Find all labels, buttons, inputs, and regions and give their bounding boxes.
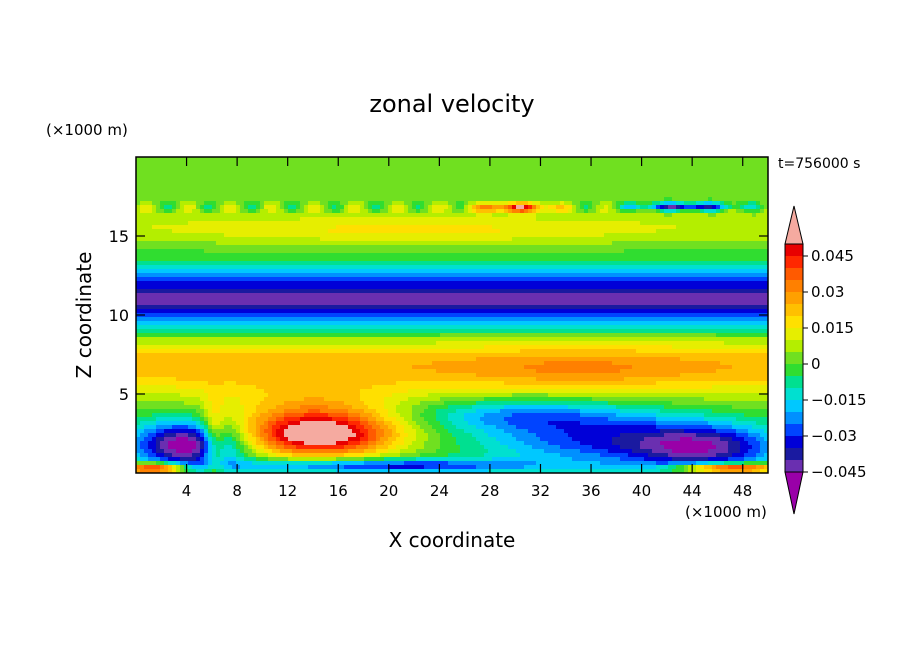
colorbar-box [785,256,803,269]
x-tick-label: 28 [480,482,499,500]
colorbar-box [785,364,803,377]
colorbar-box [785,436,803,449]
x-axis-label: X coordinate [389,528,516,552]
colorbar: 0.045 0.03 0.015 0 −0.015 −0.03 −0.045 [784,205,867,515]
colorbar-frame [784,243,804,473]
colorbar-box [785,400,803,413]
colorbar-over-triangle [784,205,804,245]
contour-field [136,157,768,473]
y-tick-label: 10 [109,306,129,325]
colorbar-box [785,244,803,257]
colorbar-box [785,388,803,401]
y-tick-label: 15 [109,227,129,246]
colorbar-box [785,412,803,425]
time-label: t=756000 s [778,156,860,172]
y-units-label: (×1000 m) [46,121,128,139]
colorbar-under-triangle [784,471,804,515]
colorbar-box [785,316,803,329]
colorbar-box [785,352,803,365]
x-tick-label: 16 [329,482,348,500]
x-tick-label: 36 [581,482,600,500]
colorbar-box [785,448,803,461]
colorbar-box [785,292,803,305]
colorbar-box [785,280,803,293]
colorbar-tick-label: −0.045 [811,463,867,481]
colorbar-tick-label: 0.045 [811,247,854,265]
x-tick-label: 4 [182,482,192,500]
colorbar-box [785,460,803,473]
colorbar-box [785,304,803,317]
chart-title: zonal velocity [369,90,534,118]
x-tick-label: 48 [733,482,752,500]
x-tick-label: 24 [430,482,449,500]
colorbar-box [785,340,803,353]
colorbar-tick-label: −0.03 [811,427,857,445]
y-axis-label: Z coordinate [72,252,96,379]
colorbar-tick-label: 0 [811,355,821,373]
colorbar-box [785,268,803,281]
colorbar-tick-label: 0.015 [811,319,854,337]
x-axis-ticks: 4 8 12 16 20 24 28 32 36 40 44 48 [182,157,752,500]
y-axis-ticks: 5 10 15 [109,227,768,404]
x-tick-label: 12 [278,482,297,500]
x-units-label: (×1000 m) [685,503,767,521]
colorbar-tick-label: 0.03 [811,283,844,301]
x-tick-label: 40 [632,482,651,500]
x-tick-label: 20 [379,482,398,500]
colorbar-box [785,328,803,341]
x-tick-label: 32 [531,482,550,500]
colorbar-box [785,424,803,437]
x-tick-label: 8 [232,482,242,500]
x-tick-label: 44 [683,482,702,500]
y-tick-label: 5 [119,385,129,404]
colorbar-box [785,376,803,389]
colorbar-tick-label: −0.015 [811,391,867,409]
